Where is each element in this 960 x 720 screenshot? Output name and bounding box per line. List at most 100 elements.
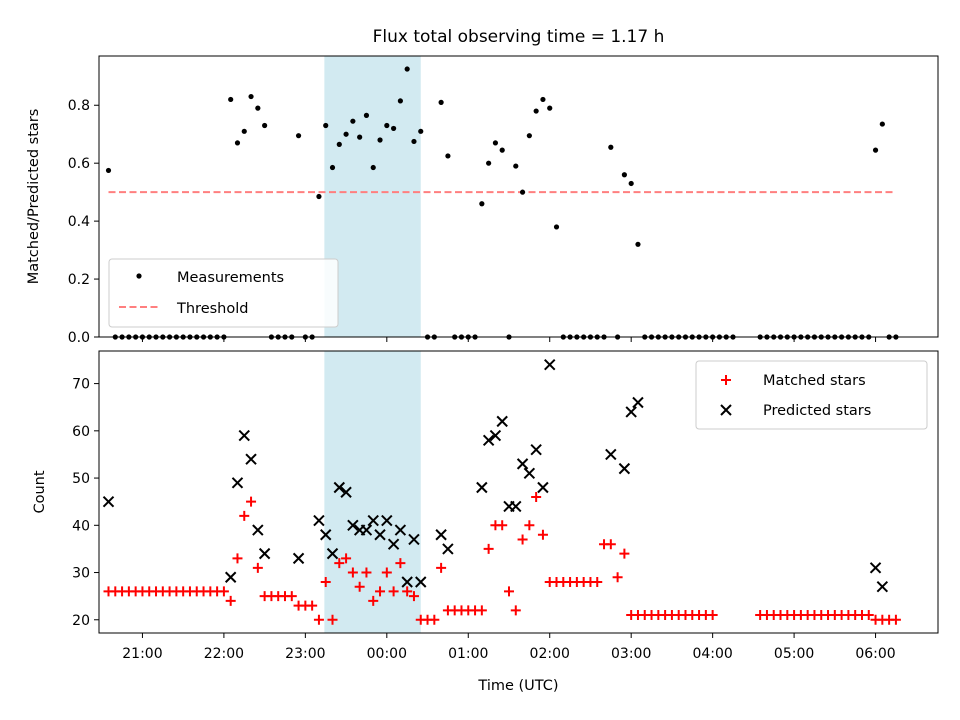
top-legend: Measurements Threshold [108, 258, 339, 328]
bottom-x-ticks: 21:00 22:00 23:00 00:00 01:00 02:00 03:00 04:00… [122, 633, 896, 662]
measurement-point [635, 241, 641, 247]
predicted-star-point [605, 448, 617, 461]
predicted-star-point [618, 462, 631, 475]
x-tick-label: 22:00 [204, 646, 244, 662]
matched-star-point [592, 576, 603, 587]
top-y-tick-label: 0.2 [68, 272, 90, 288]
matched-star-point [225, 595, 236, 606]
bottom-shaded-span [324, 351, 421, 633]
predicted-star-point [381, 514, 393, 527]
matched-star-point [436, 562, 447, 573]
top-legend-box [108, 258, 339, 328]
measurement-point [608, 144, 614, 150]
matched-star-point [252, 562, 263, 573]
top-y-tick-label: 0.4 [68, 214, 90, 230]
matched-star-point [381, 567, 392, 578]
matched-star-point [320, 576, 331, 587]
predicted-star-point [401, 576, 413, 588]
measurement-point [513, 163, 519, 169]
matched-star-point [537, 529, 548, 540]
matched-star-point [517, 534, 528, 545]
measurement-point [234, 140, 241, 146]
bottom-y-tick-label: 30 [72, 566, 90, 582]
matched-star-point [503, 586, 514, 597]
legend-matched-marker [721, 375, 731, 385]
predicted-star-point [632, 396, 644, 409]
matched-star-point [361, 567, 372, 578]
matched-star-point [497, 520, 508, 531]
measurement-point [519, 189, 526, 195]
top-y-axis-label: Matched/Predicted stars [26, 109, 42, 285]
predicted-star-point [360, 524, 373, 536]
measurement-point [370, 164, 376, 171]
top-y-ticks: 0.0 0.2 0.4 0.6 0.8 [68, 98, 99, 346]
measurement-point [255, 105, 261, 111]
matched-star-point [408, 591, 419, 602]
matched-star-point [334, 558, 345, 569]
matched-star-point [707, 610, 718, 621]
matched-star-point [327, 614, 338, 625]
measurement-point [492, 140, 499, 146]
x-tick-label: 03:00 [611, 646, 651, 662]
predicted-star-point [537, 481, 549, 494]
measurement-point [343, 131, 349, 137]
measurement-point [872, 147, 879, 153]
top-y-tick-label: 0.6 [68, 156, 90, 172]
x-tick-label: 01:00 [448, 646, 488, 662]
matched-star-point [483, 543, 494, 554]
predicted-star-point [374, 529, 386, 541]
legend-plus-glyph [721, 375, 731, 385]
matched-star-point [890, 614, 901, 625]
measurement-point [486, 160, 492, 166]
predicted-star-point [313, 514, 325, 527]
matched-star-point [286, 591, 297, 602]
top-panel: Flux total observing time = 1.17 h 0.00.… [26, 27, 939, 346]
predicted-star-point [523, 467, 536, 480]
predicted-star-point [252, 524, 264, 536]
measurement-point [316, 193, 322, 200]
predicted-star-point [496, 415, 508, 428]
predicted-star-point [231, 477, 244, 489]
predicted-star-point [408, 533, 420, 546]
bottom-panel: 20 30 40 50 60 70 21:00 22:00 23:00 00:00 01:00 02… [32, 350, 939, 694]
measurement-point [540, 96, 546, 103]
bottom-y-tick-label: 70 [72, 377, 90, 393]
bottom-y-tick-label: 50 [72, 471, 90, 487]
legend-x-glyph [720, 404, 732, 416]
bottom-legend-box [695, 360, 928, 430]
measurement-point [879, 121, 885, 127]
measurement-point [499, 147, 505, 153]
matched-star-point [232, 553, 243, 564]
matched-star-point [531, 491, 542, 502]
predicted-star-point [625, 406, 637, 418]
measurement-point [553, 224, 560, 230]
measurement-point [295, 133, 302, 139]
top-axes-frame [98, 55, 939, 338]
predicted-star-point [510, 500, 522, 513]
legend-measurements-label: Measurements [177, 270, 284, 286]
bottom-axes-frame [98, 350, 939, 634]
matched-star-point [375, 586, 386, 597]
predicted-star-point [333, 481, 346, 494]
matched-star-point [612, 572, 623, 583]
bottom-legend: Matched stars Predicted stars [695, 360, 928, 430]
matched-star-point [524, 520, 535, 531]
x-tick-label: 21:00 [122, 646, 162, 662]
matched-star-point [402, 586, 413, 597]
measurement-point [533, 108, 539, 114]
matched-star-point [510, 605, 521, 616]
matched-star-point [313, 614, 324, 625]
x-tick-label: 06:00 [855, 646, 895, 662]
measurement-point [363, 112, 370, 118]
predicted-star-point [435, 529, 447, 541]
legend-matched-label: Matched stars [763, 373, 866, 389]
matched-star-point [619, 548, 630, 559]
matched-star-point [429, 614, 440, 625]
predicted-star-point [102, 495, 115, 508]
matched-star-point [368, 595, 379, 606]
matched-star-point [246, 496, 257, 507]
measurement-point [241, 128, 247, 134]
measurement-point [445, 153, 451, 159]
bottom-y-tick-label: 60 [72, 424, 90, 440]
